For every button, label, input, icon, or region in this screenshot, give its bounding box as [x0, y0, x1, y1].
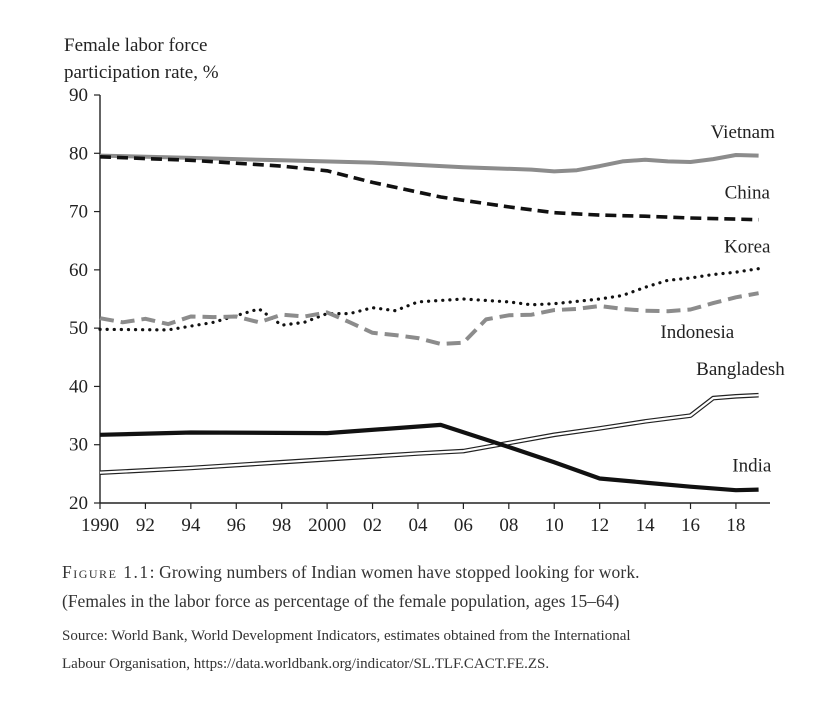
source-line-2: Labour Organisation, https://data.worldb… [62, 656, 550, 672]
series-line-vietnam [99, 153, 759, 174]
figure-subtitle: (Females in the labor force as percentag… [62, 591, 620, 611]
y-axis-title-line2: participation rate, % [64, 62, 219, 83]
series-label-indonesia: Indonesia [660, 322, 734, 343]
x-tick-label: 10 [545, 515, 564, 536]
x-tick-label: 1990 [81, 515, 119, 536]
x-tick-label: 08 [499, 515, 518, 536]
series-line-bangladesh-inner [99, 394, 759, 474]
y-tick-label: 40 [69, 376, 88, 397]
x-tick-label: 98 [272, 515, 291, 536]
y-axis-title-line1: Female labor force [64, 35, 208, 56]
x-tick-label: 06 [454, 515, 473, 536]
figure-label: Figure 1.1 [62, 562, 150, 582]
y-tick-label: 70 [69, 202, 88, 223]
line-chart: 20 30 40 50 60 70 80 90 1990 92 94 96 98 2000 02 04 06 08… [69, 85, 785, 536]
y-tick-label: 30 [69, 435, 88, 456]
series-label-india: India [732, 456, 772, 477]
x-tick-label: 14 [636, 515, 656, 536]
y-tick-label: 50 [69, 318, 88, 339]
series-layer [98, 153, 761, 493]
figure-caption: Figure 1.1: Growing numbers of Indian wo… [62, 562, 802, 583]
x-tick-label: 18 [726, 515, 745, 536]
series-labels: Vietnam China Korea Indonesia Bangladesh Indi… [660, 122, 785, 476]
x-tick-label: 02 [363, 515, 382, 536]
x-tick-label: 04 [408, 515, 428, 536]
series-label-china: China [725, 183, 771, 204]
series-label-vietnam: Vietnam [711, 122, 776, 143]
x-tick-label: 16 [681, 515, 700, 536]
y-tick-label: 90 [69, 85, 88, 106]
x-tick-label: 2000 [308, 515, 346, 536]
source-line-1: Source: World Bank, World Development In… [62, 628, 631, 644]
y-tick-label: 20 [69, 493, 88, 514]
y-tick-label: 60 [69, 260, 88, 281]
series-label-bangladesh: Bangladesh [696, 359, 785, 380]
y-tick-label: 80 [69, 143, 88, 164]
x-tick-label: 12 [590, 515, 609, 536]
chart-axes: 20 30 40 50 60 70 80 90 1990 92 94 96 98 2000 02 04 06 08… [69, 85, 770, 536]
series-line-china [99, 155, 759, 222]
figure-title: : Growing numbers of Indian women have s… [149, 562, 640, 582]
x-tick-label: 92 [136, 515, 155, 536]
figure-source: Source: World Bank, World Development In… [62, 622, 802, 678]
series-line-india [99, 422, 759, 493]
series-label-korea: Korea [724, 236, 771, 257]
x-tick-label: 96 [227, 515, 246, 536]
series-line-korea [98, 267, 761, 332]
series-line-indonesia [99, 291, 759, 346]
x-tick-label: 94 [181, 515, 201, 536]
